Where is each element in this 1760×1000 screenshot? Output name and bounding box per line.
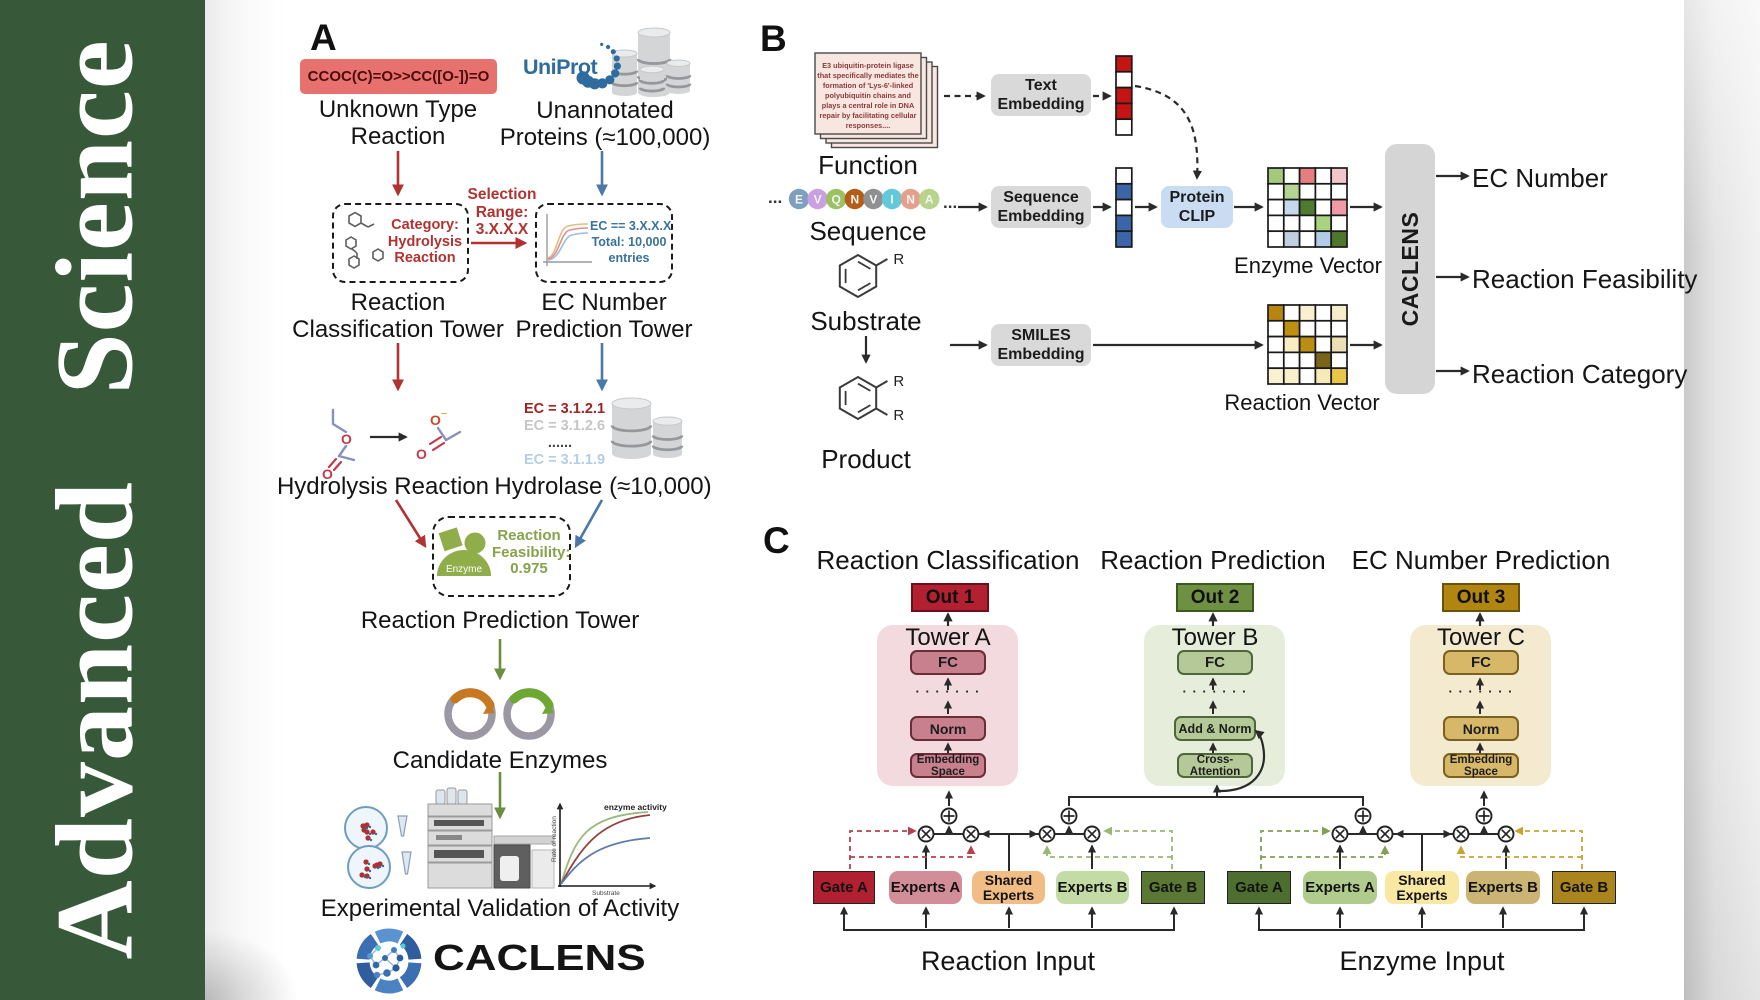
svg-text:N: N: [850, 193, 859, 207]
svg-text:E3 ubiquitin-protein ligase: E3 ubiquitin-protein ligase: [822, 61, 914, 70]
svg-text:Q: Q: [832, 193, 841, 207]
svg-text:−: −: [441, 409, 447, 420]
svg-text:...: ...: [768, 188, 782, 207]
svg-text:I: I: [890, 193, 893, 207]
svg-text:Rate of reaction: Rate of reaction: [551, 816, 558, 862]
svg-text:A: A: [925, 193, 934, 207]
svg-text:Substrate: Substrate: [592, 890, 620, 897]
svg-text:repair by facilitating cellula: repair by facilitating cellular: [820, 111, 917, 120]
svg-text:enzyme activity: enzyme activity: [604, 802, 667, 812]
svg-text:formation of 'Lys-6'-linked: formation of 'Lys-6'-linked: [823, 81, 913, 90]
svg-text:responses....: responses....: [846, 121, 891, 130]
svg-text:N: N: [906, 193, 915, 207]
svg-text:R: R: [893, 407, 904, 424]
svg-text:Enzyme: Enzyme: [446, 564, 483, 575]
svg-text:...: ...: [943, 193, 957, 212]
svg-text:V: V: [869, 193, 877, 207]
svg-text:V: V: [814, 193, 822, 207]
svg-text:O: O: [322, 466, 333, 482]
svg-text:R: R: [893, 251, 904, 268]
svg-text:that specifically mediates the: that specifically mediates the: [817, 71, 918, 80]
svg-text:R: R: [893, 373, 904, 390]
svg-text:O: O: [430, 412, 441, 428]
svg-text:O: O: [416, 446, 427, 462]
svg-text:polyubiquitin chains and: polyubiquitin chains and: [825, 91, 911, 100]
svg-text:O: O: [341, 431, 352, 447]
svg-text:plays a central role in DNA: plays a central role in DNA: [822, 101, 915, 110]
svg-text:E: E: [795, 193, 803, 207]
